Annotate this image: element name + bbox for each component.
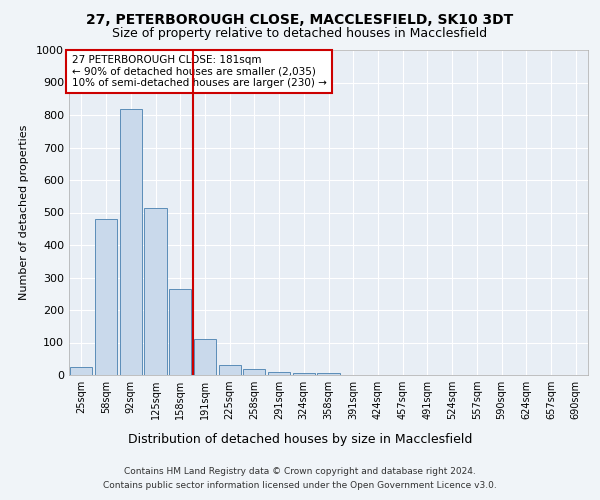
Bar bbox=[293, 374, 315, 375]
Text: Contains HM Land Registry data © Crown copyright and database right 2024.: Contains HM Land Registry data © Crown c… bbox=[124, 468, 476, 476]
Bar bbox=[194, 339, 216, 375]
Y-axis label: Number of detached properties: Number of detached properties bbox=[19, 125, 29, 300]
Text: 27 PETERBOROUGH CLOSE: 181sqm
← 90% of detached houses are smaller (2,035)
10% o: 27 PETERBOROUGH CLOSE: 181sqm ← 90% of d… bbox=[71, 55, 326, 88]
Text: 27, PETERBOROUGH CLOSE, MACCLESFIELD, SK10 3DT: 27, PETERBOROUGH CLOSE, MACCLESFIELD, SK… bbox=[86, 12, 514, 26]
Text: Contains public sector information licensed under the Open Government Licence v3: Contains public sector information licen… bbox=[103, 481, 497, 490]
Bar bbox=[243, 370, 265, 375]
Bar bbox=[317, 374, 340, 375]
Bar bbox=[95, 219, 117, 375]
Bar bbox=[70, 367, 92, 375]
Text: Size of property relative to detached houses in Macclesfield: Size of property relative to detached ho… bbox=[112, 28, 488, 40]
Bar bbox=[145, 208, 167, 375]
Bar bbox=[218, 365, 241, 375]
Bar bbox=[119, 108, 142, 375]
Text: Distribution of detached houses by size in Macclesfield: Distribution of detached houses by size … bbox=[128, 432, 472, 446]
Bar bbox=[268, 372, 290, 375]
Bar bbox=[169, 289, 191, 375]
